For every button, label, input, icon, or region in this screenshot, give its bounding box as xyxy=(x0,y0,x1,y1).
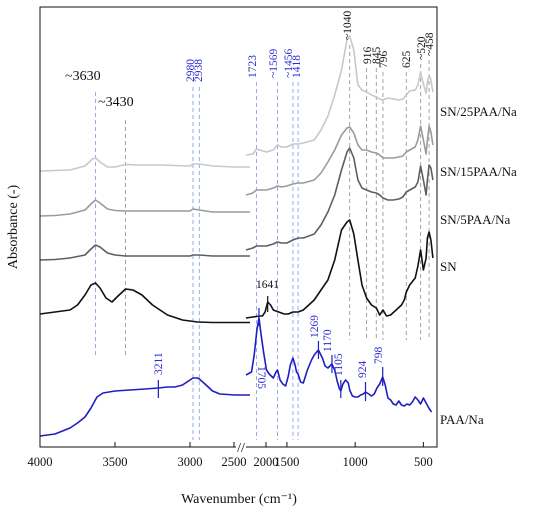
series-sn-left xyxy=(39,282,250,324)
series-sn-15paa-na-left xyxy=(39,199,250,217)
series-sn-25paa-na-right xyxy=(245,35,434,156)
axis-break-gap xyxy=(236,440,246,454)
peak-label-approx-1040: ~1040 xyxy=(342,11,354,40)
axis-break-mark: // xyxy=(237,441,245,456)
series-sn-25paa-na-left xyxy=(39,157,250,172)
curve-label-sn: SN xyxy=(440,259,457,274)
x-tick-label: 1000 xyxy=(343,455,368,469)
x-tick-label: 2500 xyxy=(222,455,247,469)
series-sn-right xyxy=(245,219,434,319)
peak-label-625: 625 xyxy=(401,51,413,69)
peak-label-approx-3630: ~3630 xyxy=(65,69,101,84)
peak-label-1418: 1418 xyxy=(291,55,303,78)
x-axis-title: Wavenumber (cm⁻¹) xyxy=(181,492,297,507)
peak-label-796: 796 xyxy=(378,51,390,69)
peak-label-1705: 1705 xyxy=(255,366,267,389)
peak-label-1641: 1641 xyxy=(256,279,279,291)
peak-label-845: 845 xyxy=(371,47,383,65)
reference-dashes xyxy=(95,45,430,440)
x-tick-label: 500 xyxy=(414,455,433,469)
x-tick-label: 3000 xyxy=(178,455,203,469)
peak-label-3211: 3211 xyxy=(153,352,165,375)
x-tick-label: 4000 xyxy=(28,455,53,469)
series-sn-5paa-na-left xyxy=(39,244,250,261)
peak-label-1105: 1105 xyxy=(333,353,345,376)
peak-label-approx-1456: ~1456 xyxy=(283,49,295,78)
series-paa-na-left xyxy=(39,377,250,437)
series-sn-5paa-na-right xyxy=(245,147,434,251)
peak-label-916: 916 xyxy=(362,47,374,65)
curve-label-paa-na: PAA/Na xyxy=(440,412,484,427)
peak-label-2980: 2980 xyxy=(185,59,197,82)
peak-label-798: 798 xyxy=(373,347,385,365)
curve-label-sn-5paa-na: SN/5PAA/Na xyxy=(440,212,511,227)
peak-label-924: 924 xyxy=(357,361,369,379)
y-axis-title: Absorbance (-) xyxy=(6,184,21,269)
series-sn-15paa-na-right xyxy=(245,125,434,196)
peak-label-1269: 1269 xyxy=(309,315,321,338)
x-tick-label: 3500 xyxy=(103,455,128,469)
peak-label-approx-3430: ~3430 xyxy=(98,95,134,110)
x-tick-label: 2000 xyxy=(254,455,279,469)
peak-label-1170: 1170 xyxy=(322,329,334,352)
peak-label-2938: 2938 xyxy=(193,59,205,82)
axes: // Absorbance (-) Wavenumber (cm⁻¹) xyxy=(6,6,438,507)
curve-labels: SN/25PAA/Na SN/15PAA/Na SN/5PAA/Na SN PAA/Na xyxy=(440,104,517,427)
peak-markers xyxy=(157,296,384,401)
peak-label-1723: 1723 xyxy=(247,55,259,78)
x-tick-label: 1500 xyxy=(274,455,299,469)
peak-label-approx-520: ~520 xyxy=(416,36,428,60)
curve-label-sn-15paa-na: SN/15PAA/Na xyxy=(440,164,517,179)
peak-label-approx-458: ~458 xyxy=(424,32,436,56)
curve-label-sn-25paa-na: SN/25PAA/Na xyxy=(440,104,517,119)
peak-label-approx-1569: ~1569 xyxy=(268,49,280,78)
